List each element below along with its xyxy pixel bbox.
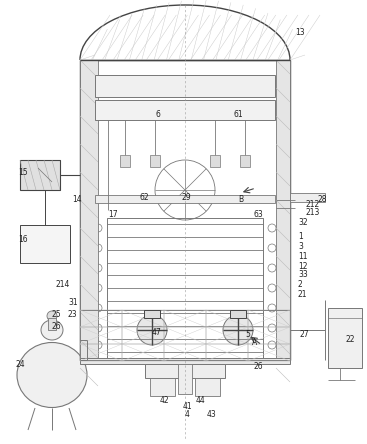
Text: 13: 13 bbox=[295, 28, 305, 37]
Bar bbox=[230, 310, 246, 318]
Text: 14: 14 bbox=[72, 195, 81, 204]
Circle shape bbox=[268, 284, 276, 292]
Bar bbox=[248, 344, 290, 361]
Text: A: A bbox=[252, 338, 257, 347]
Bar bbox=[95, 100, 275, 120]
Text: 33: 33 bbox=[298, 270, 308, 279]
Text: 25: 25 bbox=[52, 310, 62, 319]
Text: 16: 16 bbox=[18, 235, 28, 244]
Bar bbox=[48, 318, 56, 330]
Text: 2: 2 bbox=[298, 280, 303, 289]
Bar bbox=[240, 155, 250, 167]
Text: 23: 23 bbox=[68, 310, 78, 319]
Bar bbox=[95, 75, 275, 97]
Bar bbox=[178, 364, 192, 394]
Circle shape bbox=[94, 224, 102, 232]
Bar bbox=[150, 378, 175, 396]
Bar bbox=[20, 225, 70, 263]
Text: 4: 4 bbox=[185, 410, 190, 419]
Circle shape bbox=[268, 341, 276, 349]
Bar bbox=[164, 327, 206, 344]
Bar bbox=[80, 344, 122, 361]
Bar bbox=[328, 308, 362, 368]
Bar bbox=[80, 60, 98, 360]
Circle shape bbox=[268, 324, 276, 332]
Text: 27: 27 bbox=[300, 330, 310, 339]
Circle shape bbox=[223, 315, 253, 345]
Text: 41: 41 bbox=[183, 402, 193, 411]
Text: 213: 213 bbox=[305, 208, 319, 217]
Text: 28: 28 bbox=[318, 195, 327, 204]
Bar bbox=[206, 327, 248, 344]
Bar bbox=[145, 364, 225, 378]
Text: 214: 214 bbox=[55, 280, 69, 289]
Text: 26: 26 bbox=[52, 322, 62, 331]
Bar bbox=[248, 327, 290, 344]
Ellipse shape bbox=[17, 342, 87, 408]
Bar bbox=[210, 155, 220, 167]
Bar bbox=[290, 193, 325, 202]
Bar bbox=[80, 327, 122, 344]
Bar bbox=[80, 310, 122, 327]
Text: 5: 5 bbox=[245, 330, 250, 339]
Text: 22: 22 bbox=[345, 335, 355, 344]
Bar bbox=[107, 218, 263, 358]
Text: 21: 21 bbox=[298, 290, 308, 299]
Text: 12: 12 bbox=[298, 262, 308, 271]
Bar bbox=[122, 344, 164, 361]
Text: 42: 42 bbox=[160, 396, 170, 405]
Bar bbox=[206, 310, 248, 327]
Text: 62: 62 bbox=[140, 193, 150, 202]
Text: 17: 17 bbox=[108, 210, 118, 219]
Circle shape bbox=[268, 304, 276, 312]
Bar bbox=[164, 344, 206, 361]
Ellipse shape bbox=[41, 320, 63, 340]
Bar bbox=[80, 358, 290, 364]
Bar bbox=[164, 310, 206, 327]
Text: 1: 1 bbox=[298, 232, 303, 241]
Text: 26: 26 bbox=[254, 362, 264, 371]
Bar bbox=[122, 310, 164, 327]
Bar bbox=[80, 310, 290, 360]
Circle shape bbox=[94, 284, 102, 292]
Text: 29: 29 bbox=[182, 193, 192, 202]
Text: 44: 44 bbox=[196, 396, 206, 405]
Circle shape bbox=[34, 164, 56, 186]
Circle shape bbox=[94, 324, 102, 332]
Text: 43: 43 bbox=[207, 410, 217, 419]
Text: 47: 47 bbox=[152, 328, 162, 337]
Text: 11: 11 bbox=[298, 252, 308, 261]
Bar bbox=[144, 310, 160, 318]
Bar bbox=[80, 60, 290, 360]
Bar bbox=[276, 60, 290, 360]
Text: 61: 61 bbox=[233, 110, 243, 119]
Bar bbox=[195, 378, 220, 396]
Circle shape bbox=[268, 224, 276, 232]
Text: 24: 24 bbox=[15, 360, 25, 369]
Circle shape bbox=[268, 244, 276, 252]
Text: 31: 31 bbox=[68, 298, 78, 307]
Bar bbox=[122, 327, 164, 344]
Bar bbox=[120, 155, 130, 167]
Circle shape bbox=[137, 315, 167, 345]
Bar bbox=[150, 155, 160, 167]
Text: B: B bbox=[238, 195, 243, 204]
Text: 6: 6 bbox=[155, 110, 160, 119]
Circle shape bbox=[94, 244, 102, 252]
Text: 15: 15 bbox=[18, 168, 28, 177]
Circle shape bbox=[94, 341, 102, 349]
Circle shape bbox=[268, 264, 276, 272]
Bar bbox=[95, 195, 275, 203]
Text: 212: 212 bbox=[305, 200, 319, 209]
Circle shape bbox=[94, 264, 102, 272]
Circle shape bbox=[94, 304, 102, 312]
Circle shape bbox=[47, 311, 57, 321]
Text: 3: 3 bbox=[298, 242, 303, 251]
Text: 32: 32 bbox=[298, 218, 308, 227]
Bar bbox=[206, 344, 248, 361]
Bar bbox=[20, 160, 60, 190]
Text: 63: 63 bbox=[254, 210, 264, 219]
Bar bbox=[248, 310, 290, 327]
